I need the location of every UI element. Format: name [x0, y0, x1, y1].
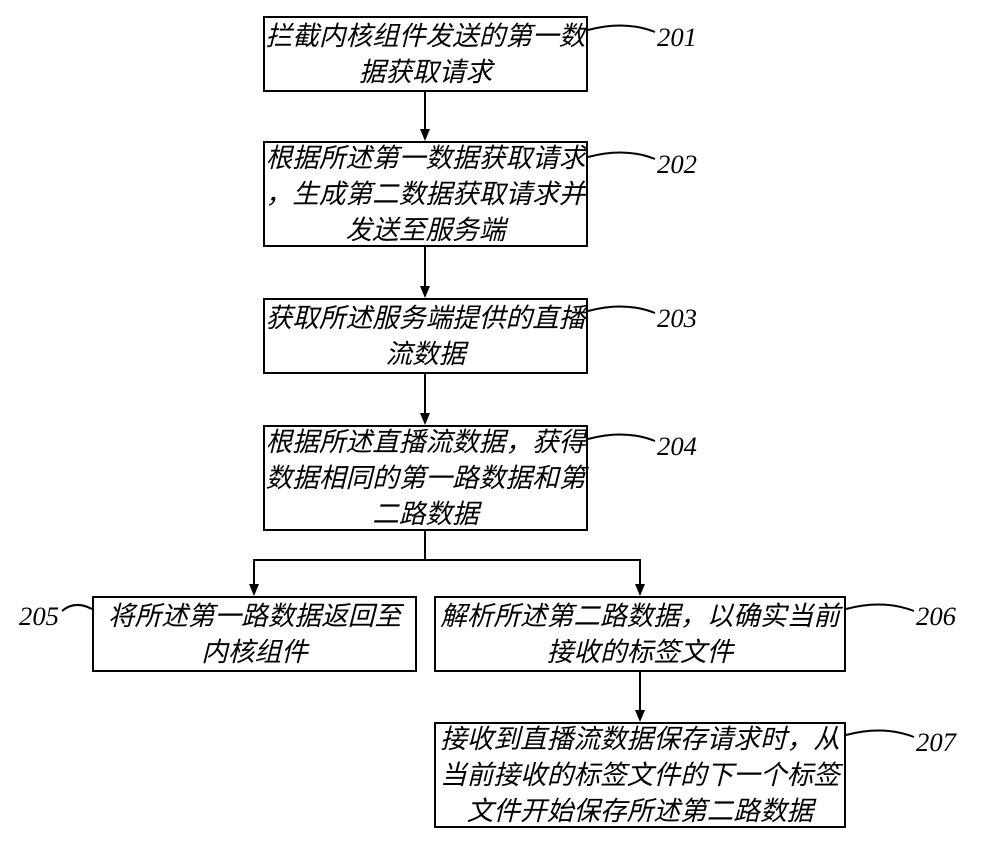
node-text: 流数据 — [386, 339, 466, 369]
node-text: 数据相同的第一路数据和第 — [266, 463, 586, 493]
leader-202 — [588, 152, 655, 159]
step-label-201: 201 — [657, 22, 697, 53]
flow-node-205: 将所述第一路数据返回至 内核组件 — [92, 596, 417, 672]
edge-204-205 — [254, 531, 425, 594]
node-text: 内核组件 — [201, 637, 308, 667]
leader-203 — [588, 306, 655, 313]
leader-201 — [588, 25, 655, 32]
step-label-207: 207 — [916, 727, 956, 758]
step-label-204: 204 — [657, 431, 697, 462]
flow-node-207: 接收到直播流数据保存请求时，从 当前接收的标签文件的下一个标签 文件开始保存所述… — [434, 722, 846, 828]
step-label-203: 203 — [657, 303, 697, 334]
node-text: 当前接收的标签文件的下一个标签 — [440, 760, 840, 790]
node-text: 将所述第一路数据返回至 — [108, 601, 401, 631]
leader-204 — [588, 434, 655, 441]
node-text: 根据所述直播流数据，获得 — [266, 427, 586, 457]
flowchart-canvas: 拦截内核组件发送的第一数 据获取请求 201 根据所述第一数据获取请求 ，生成第… — [0, 0, 1000, 859]
edge-204-206 — [425, 531, 640, 594]
step-label-206: 206 — [916, 601, 956, 632]
node-text: 据获取请求 — [359, 57, 492, 87]
node-text: ，生成第二数据获取请求并 — [266, 179, 586, 209]
node-text: 拦截内核组件发送的第一数 — [266, 21, 586, 51]
flow-node-206: 解析所述第二路数据，以确实当前 接收的标签文件 — [434, 596, 846, 672]
leader-206 — [846, 604, 914, 611]
node-text: 发送至服务端 — [346, 215, 506, 245]
leader-205 — [62, 605, 92, 611]
node-text: 解析所述第二路数据，以确实当前 — [440, 601, 840, 631]
flow-node-203: 获取所述服务端提供的直播 流数据 — [263, 298, 588, 374]
node-text: 二路数据 — [372, 499, 479, 529]
node-text: 文件开始保存所述第二路数据 — [467, 796, 814, 826]
flow-node-204: 根据所述直播流数据，获得 数据相同的第一路数据和第 二路数据 — [263, 425, 588, 531]
flow-node-201: 拦截内核组件发送的第一数 据获取请求 — [263, 16, 588, 92]
node-text: 接收的标签文件 — [547, 637, 734, 667]
step-label-202: 202 — [657, 149, 697, 180]
node-text: 获取所述服务端提供的直播 — [266, 303, 586, 333]
node-text: 根据所述第一数据获取请求 — [266, 143, 586, 173]
node-text: 接收到直播流数据保存请求时，从 — [440, 724, 840, 754]
step-label-205: 205 — [19, 601, 59, 632]
flow-node-202: 根据所述第一数据获取请求 ，生成第二数据获取请求并 发送至服务端 — [263, 141, 588, 247]
leader-207 — [846, 730, 914, 737]
